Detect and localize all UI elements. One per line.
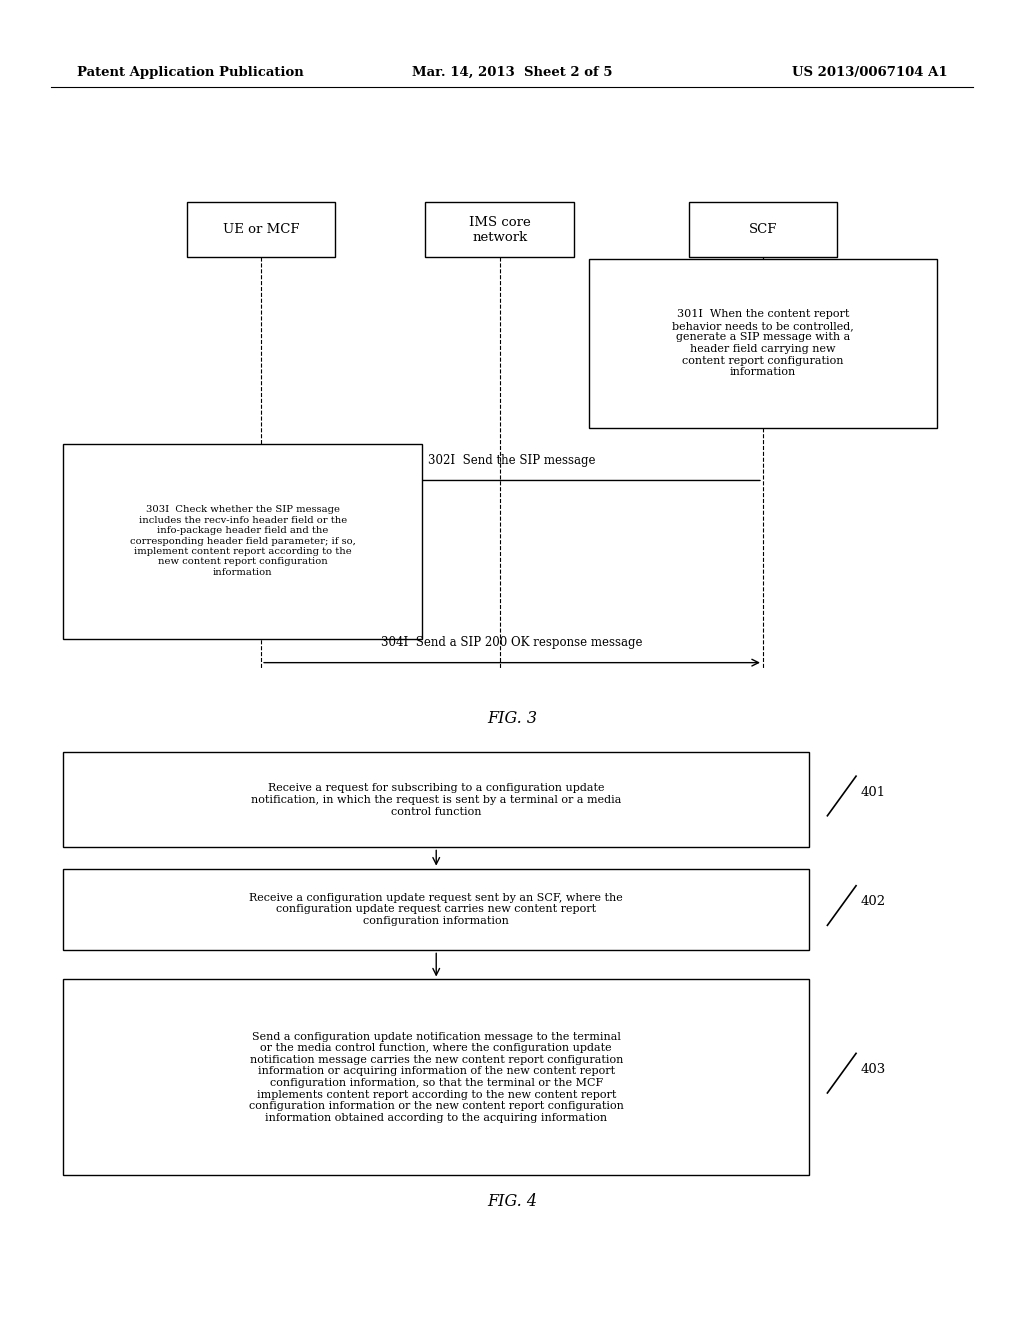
FancyBboxPatch shape — [63, 444, 422, 639]
Text: 303Ι  Check whether the SIP message
includes the recv-info header field or the
i: 303Ι Check whether the SIP message inclu… — [130, 506, 355, 577]
Text: SCF: SCF — [749, 223, 777, 236]
Text: FIG. 3: FIG. 3 — [487, 710, 537, 726]
FancyBboxPatch shape — [589, 259, 937, 428]
FancyBboxPatch shape — [426, 202, 573, 257]
Text: 302Ι  Send the SIP message: 302Ι Send the SIP message — [428, 454, 596, 467]
Text: Receive a configuration update request sent by an SCF, where the
configuration u: Receive a configuration update request s… — [250, 892, 623, 927]
Text: 301Ι  When the content report
behavior needs to be controlled,
generate a SIP me: 301Ι When the content report behavior ne… — [672, 309, 854, 378]
Text: IMS core
network: IMS core network — [469, 215, 530, 244]
Text: Mar. 14, 2013  Sheet 2 of 5: Mar. 14, 2013 Sheet 2 of 5 — [412, 66, 612, 79]
FancyBboxPatch shape — [186, 202, 336, 257]
Text: 402: 402 — [860, 895, 886, 908]
Text: 304Ι  Send a SIP 200 OK response message: 304Ι Send a SIP 200 OK response message — [381, 636, 643, 649]
Text: UE or MCF: UE or MCF — [223, 223, 299, 236]
Text: Send a configuration update notification message to the terminal
or the media co: Send a configuration update notification… — [249, 1031, 624, 1123]
Text: FIG. 4: FIG. 4 — [487, 1193, 537, 1209]
Text: Patent Application Publication: Patent Application Publication — [77, 66, 303, 79]
Text: 403: 403 — [860, 1063, 886, 1076]
FancyBboxPatch shape — [63, 752, 809, 847]
FancyBboxPatch shape — [63, 869, 809, 950]
FancyBboxPatch shape — [688, 202, 838, 257]
Text: Receive a request for subscribing to a configuration update
notification, in whi: Receive a request for subscribing to a c… — [251, 783, 622, 817]
FancyBboxPatch shape — [63, 979, 809, 1175]
Text: 401: 401 — [860, 785, 886, 799]
Text: US 2013/0067104 A1: US 2013/0067104 A1 — [792, 66, 947, 79]
